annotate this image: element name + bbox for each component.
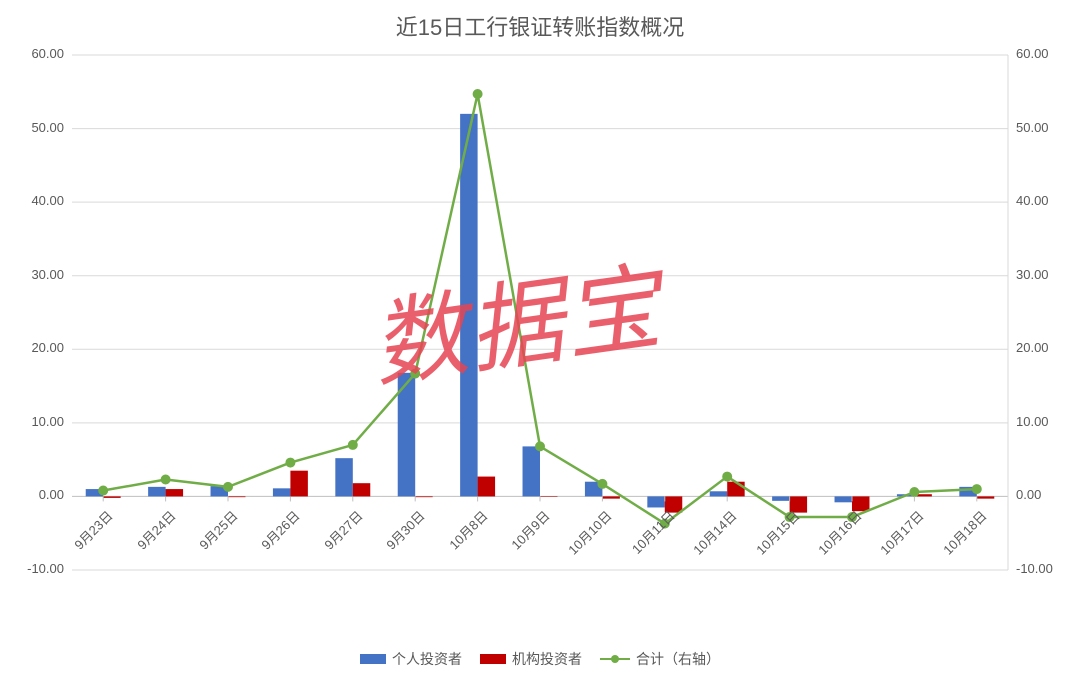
y-right-tick-label: -10.00 [1016, 561, 1053, 576]
bar-institutional [290, 471, 307, 497]
line-marker-total [348, 440, 357, 449]
line-marker-total [473, 89, 482, 98]
y-right-tick-label: 40.00 [1016, 193, 1049, 208]
legend-item-individual: 个人投资者 [360, 649, 462, 669]
bar-individual [647, 496, 664, 507]
bar-individual [710, 491, 727, 496]
y-left-tick-label: 30.00 [31, 267, 64, 282]
y-right-tick-label: 10.00 [1016, 414, 1049, 429]
bar-institutional [103, 496, 120, 497]
line-marker-total [598, 479, 607, 488]
bar-institutional [353, 483, 370, 496]
y-left-tick-label: 0.00 [39, 487, 64, 502]
bar-individual [523, 446, 540, 496]
legend-label: 合计（右轴） [636, 649, 720, 669]
legend-swatch [360, 654, 386, 664]
y-right-tick-label: 60.00 [1016, 46, 1049, 61]
legend-swatch [600, 658, 630, 660]
bar-institutional [540, 496, 557, 497]
y-left-tick-label: -10.00 [27, 561, 64, 576]
bar-institutional [977, 496, 994, 498]
line-marker-total [411, 369, 420, 378]
line-marker-total [99, 486, 108, 495]
bar-institutional [415, 496, 432, 497]
y-right-tick-label: 50.00 [1016, 120, 1049, 135]
bar-individual [273, 488, 290, 496]
legend-label: 机构投资者 [512, 649, 582, 669]
legend-label: 个人投资者 [392, 649, 462, 669]
chart-plot-area [0, 0, 1080, 677]
y-left-tick-label: 50.00 [31, 120, 64, 135]
line-marker-total [723, 472, 732, 481]
chart-container: 近15日工行银证转账指数概况 -10.000.0010.0020.0030.00… [0, 0, 1080, 677]
y-left-tick-label: 40.00 [31, 193, 64, 208]
line-marker-total [286, 458, 295, 467]
bar-institutional [727, 482, 744, 497]
y-right-tick-label: 0.00 [1016, 487, 1041, 502]
line-marker-total [161, 475, 170, 484]
bar-institutional [166, 489, 183, 496]
line-marker-total [972, 485, 981, 494]
chart-legend: 个人投资者 机构投资者 合计（右轴） [0, 649, 1080, 669]
y-left-tick-label: 10.00 [31, 414, 64, 429]
bar-institutional [478, 477, 495, 497]
bar-institutional [228, 496, 245, 497]
legend-item-institutional: 机构投资者 [480, 649, 582, 669]
legend-swatch [480, 654, 506, 664]
legend-item-total: 合计（右轴） [600, 649, 720, 669]
bar-individual [835, 496, 852, 502]
line-marker-total [224, 482, 233, 491]
line-marker-total [910, 488, 919, 497]
y-right-tick-label: 30.00 [1016, 267, 1049, 282]
bar-individual [148, 487, 165, 497]
y-right-tick-label: 20.00 [1016, 340, 1049, 355]
line-marker-total [536, 442, 545, 451]
bar-institutional [602, 496, 619, 498]
bar-individual [335, 458, 352, 496]
bar-individual [460, 114, 477, 497]
y-left-tick-label: 60.00 [31, 46, 64, 61]
y-left-tick-label: 20.00 [31, 340, 64, 355]
bar-individual [772, 496, 789, 500]
